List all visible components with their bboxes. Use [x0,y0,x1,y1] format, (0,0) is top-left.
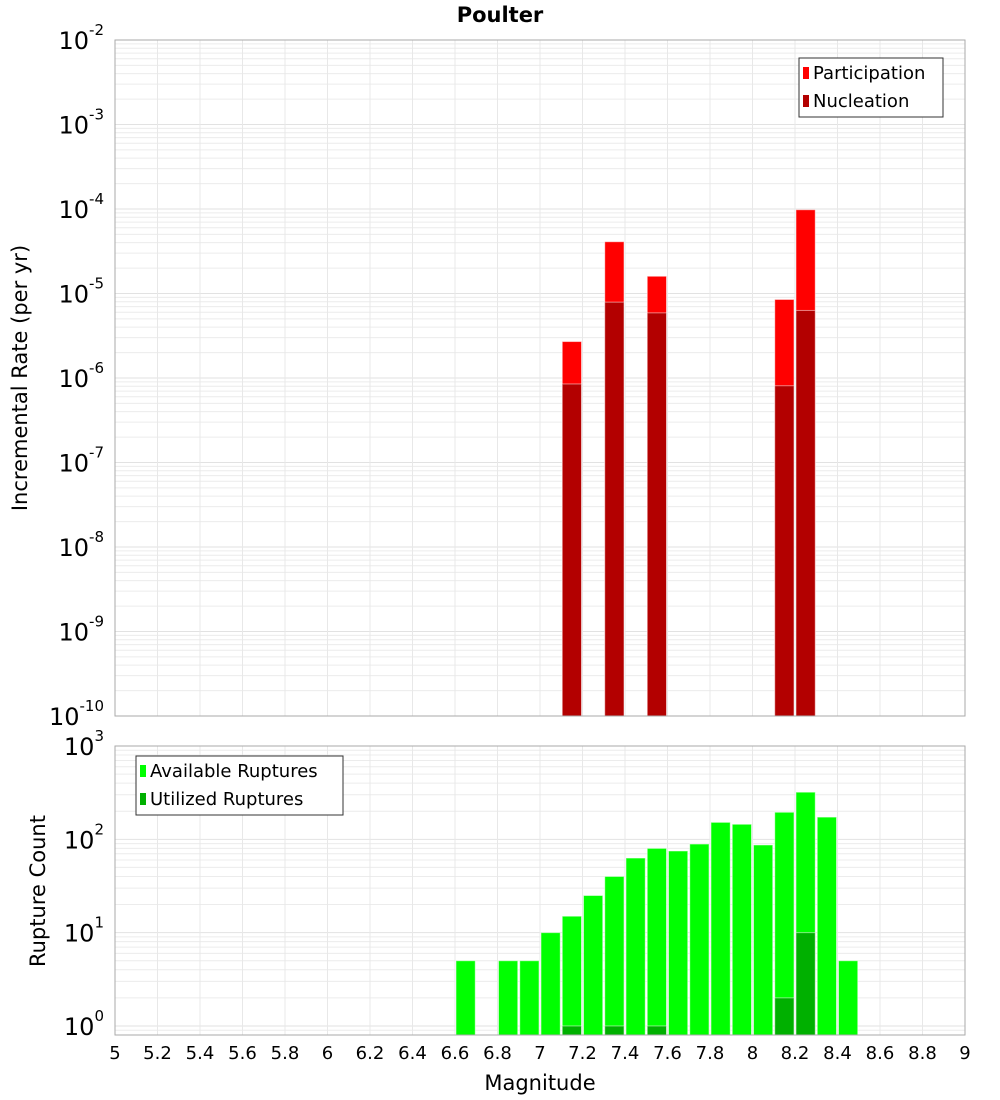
x-tick-label: 5.6 [228,1043,257,1064]
x-tick-label: 7.2 [568,1043,597,1064]
y-tick-label: 10-9 [58,613,104,647]
x-tick-label: 5.8 [271,1043,300,1064]
bar-nucleation [774,385,795,717]
bar-available-ruptures [498,960,519,1036]
legend-box [798,57,944,118]
bar-nucleation [561,383,582,717]
bar-utilized-ruptures [604,1025,625,1036]
x-tick-label: 7.4 [611,1043,640,1064]
bar-available-ruptures [731,823,752,1036]
bar-utilized-ruptures [561,1025,582,1036]
y-tick-label: 10-7 [58,444,104,478]
bar-available-ruptures [455,960,476,1036]
y-tick-label: 100 [64,1007,104,1041]
plot-frame [114,745,966,1036]
bar-available-ruptures [519,960,540,1036]
x-tick-label: 6.6 [441,1043,470,1064]
legend-label: Available Ruptures [150,761,318,782]
x-tick-label: 9 [959,1043,970,1064]
x-tick-label: 8.2 [781,1043,810,1064]
bar-available-ruptures [540,932,561,1036]
x-tick-label: 5 [109,1043,120,1064]
x-tick-label: 5.4 [186,1043,215,1064]
x-tick-label: 6.4 [398,1043,427,1064]
x-tick-label: 8.6 [866,1043,895,1064]
legend-swatch [803,95,809,107]
bar-available-ruptures [625,857,646,1036]
y-tick-label: 10-8 [58,528,104,562]
legend-swatch [140,765,146,777]
legend-label: Nucleation [813,91,909,112]
x-tick-label: 6 [322,1043,333,1064]
bar-nucleation [795,309,816,717]
bar-available-ruptures [668,850,689,1036]
bar-available-ruptures [604,875,625,1036]
top-y-axis-label: Incremental Rate (per yr) [8,245,32,511]
legend-label: Participation [813,63,925,84]
x-tick-label: 7.6 [653,1043,682,1064]
bar-utilized-ruptures [774,997,795,1036]
bar-utilized-ruptures [795,932,816,1036]
y-tick-label: 10-5 [58,275,104,309]
bar-available-ruptures [561,915,582,1036]
x-tick-label: 7.8 [696,1043,725,1064]
bar-nucleation [646,312,667,717]
bar-nucleation [604,301,625,717]
y-tick-label: 10-3 [58,106,104,140]
x-tick-label: 8.4 [823,1043,852,1064]
y-tick-label: 10-2 [58,21,104,55]
bar-available-ruptures [583,895,604,1036]
y-tick-label: 10-10 [49,697,104,731]
y-tick-label: 10-4 [58,190,104,224]
legend-swatch [140,793,146,805]
y-tick-label: 10-6 [58,359,104,393]
bottom-plot-area: 100 101 102 103 5 5.2 5.4 5.6 5.8 6 6.2 6.4 6.6 6.8 7 7… [64,727,971,1064]
bar-available-ruptures [689,843,710,1036]
top-plot-area: 10-10 10-9 10-8 10-7 10-6 10-5 10-4 10-3 10-2 Par… [49,21,966,731]
legend-box [135,755,344,816]
x-tick-label: 6.8 [483,1043,512,1064]
bar-utilized-ruptures [646,1025,667,1036]
chart-title: Poulter [457,3,544,27]
x-tick-label: 8 [747,1043,758,1064]
x-tick-label: 7 [534,1043,545,1064]
bar-available-ruptures [710,821,731,1036]
bar-available-ruptures [753,844,774,1036]
legend-swatch [803,67,809,79]
bar-available-ruptures [816,816,837,1036]
y-tick-label: 101 [64,914,104,948]
y-tick-label: 103 [64,727,104,761]
bar-available-ruptures [646,847,667,1036]
x-axis-label: Magnitude [484,1071,595,1095]
plot-frame [114,39,966,717]
x-tick-label: 5.2 [143,1043,172,1064]
bottom-y-axis-label: Rupture Count [26,815,50,967]
bar-available-ruptures [838,960,859,1036]
x-tick-label: 8.8 [908,1043,937,1064]
y-tick-label: 102 [64,820,104,854]
legend-label: Utilized Ruptures [150,789,303,810]
x-tick-label: 6.2 [356,1043,385,1064]
